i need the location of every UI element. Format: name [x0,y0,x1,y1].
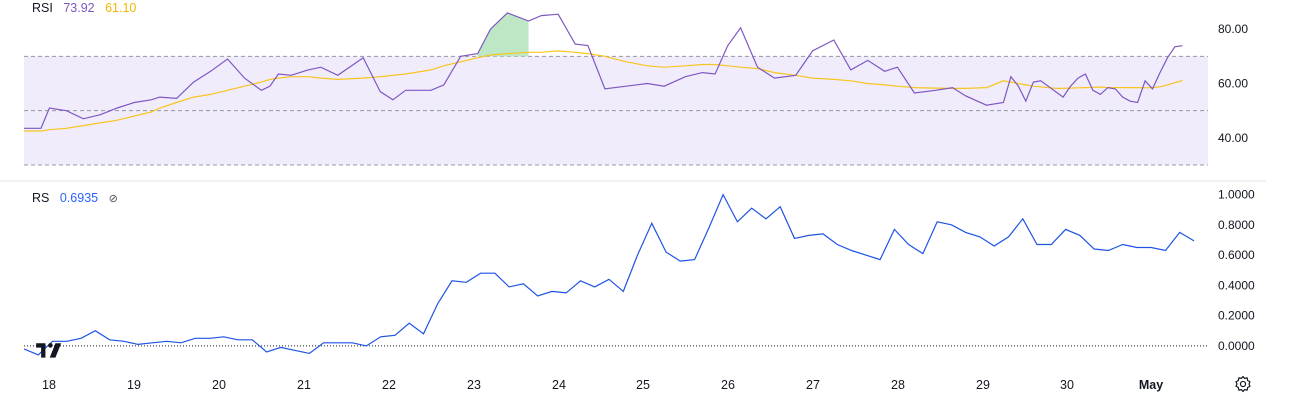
eye-off-icon[interactable]: ⊘ [108,193,118,205]
x-tick-label: 29 [976,378,990,392]
x-tick-label: 23 [467,378,481,392]
x-tick-label: 28 [891,378,905,392]
rsi-ma-value: 61.10 [105,1,137,15]
rs-legend[interactable]: RS 0.6935 ⊘ [32,191,125,205]
rs-y-tick: 1.0000 [1218,188,1255,202]
rs-pane[interactable] [23,193,1208,356]
x-tick-label: 18 [42,378,56,392]
rs-y-tick: 0.8000 [1218,218,1255,232]
rsi-ma-line [24,50,1183,132]
x-tick-label: 24 [552,378,566,392]
rsi-y-tick: 40.00 [1218,131,1248,145]
x-tick-label: May [1139,378,1163,392]
rs-line [23,193,1195,356]
rs-value: 0.6935 [59,191,99,205]
x-tick-label: 26 [721,378,735,392]
gear-icon[interactable] [1234,375,1252,393]
x-tick-label: 21 [297,378,311,392]
rsi-line [24,12,1183,129]
rs-y-tick: 0.0000 [1218,339,1255,353]
rs-y-tick: 0.4000 [1218,278,1255,292]
rsi-y-tick: 60.00 [1218,77,1248,91]
x-tick-label: 20 [212,378,226,392]
rs-y-tick: 0.2000 [1218,309,1255,323]
x-tick-label: 30 [1060,378,1074,392]
rsi-label: RSI [32,1,53,15]
rsi-legend[interactable]: RSI 73.92 61.10 [32,1,143,15]
x-tick-label: 27 [806,378,820,392]
x-tick-label: 25 [636,378,650,392]
tradingview-logo[interactable] [33,339,65,359]
rsi-overbought-fill [477,12,529,57]
x-tick-label: 22 [382,378,396,392]
rsi-pane[interactable] [24,12,1208,166]
axes: 80.00 60.00 40.00 1.0000 0.8000 0.6000 0.4000 0… [0,22,1266,392]
rs-label: RS [32,191,50,205]
rsi-y-tick: 80.00 [1218,22,1248,36]
x-tick-label: 19 [127,378,141,392]
rsi-value: 73.92 [63,1,95,15]
rs-y-tick: 0.6000 [1218,248,1255,262]
